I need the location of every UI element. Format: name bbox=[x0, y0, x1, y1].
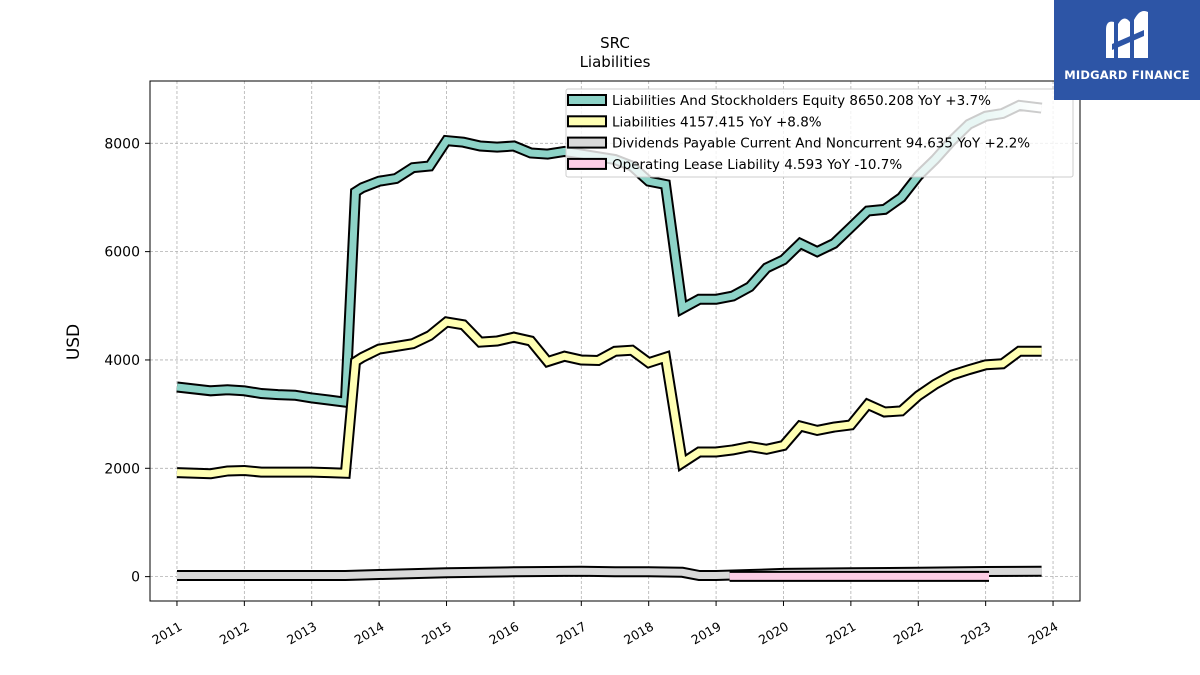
legend-label: Liabilities 4157.415 YoY +8.8% bbox=[612, 114, 822, 130]
legend-swatch bbox=[567, 94, 607, 106]
y-tick-label: 0 bbox=[131, 570, 140, 586]
y-tick-label: 2000 bbox=[104, 461, 140, 477]
x-tick-label: 2022 bbox=[891, 619, 926, 648]
x-tick-label: 2013 bbox=[284, 619, 319, 648]
legend-swatch bbox=[567, 136, 607, 149]
x-tick-label: 2023 bbox=[958, 619, 993, 648]
x-tick-label: 2024 bbox=[1025, 619, 1060, 648]
logo-text: MIDGARD FINANCE bbox=[1064, 68, 1190, 82]
x-tick-label: 2017 bbox=[554, 619, 589, 648]
x-tick-label: 2019 bbox=[689, 619, 724, 648]
y-tick-label: 4000 bbox=[104, 353, 140, 369]
y-tick-label: 6000 bbox=[104, 245, 140, 261]
chart-subtitle: Liabilities bbox=[580, 53, 651, 71]
legend-box bbox=[565, 88, 1074, 178]
x-tick-label: 2020 bbox=[756, 619, 791, 648]
x-tick-label: 2018 bbox=[621, 619, 656, 648]
x-tick-label: 2011 bbox=[149, 619, 184, 648]
legend-label: Dividends Payable Current And Noncurrent… bbox=[612, 136, 1030, 152]
midgard-finance-logo: MIDGARD FINANCE bbox=[1054, 0, 1200, 100]
plot-frame bbox=[149, 80, 1081, 602]
legend-swatch bbox=[567, 157, 607, 170]
x-tick-label: 2015 bbox=[419, 619, 454, 648]
x-tick-label: 2016 bbox=[486, 619, 521, 648]
y-tick-label: 8000 bbox=[104, 136, 140, 152]
x-tick-label: 2014 bbox=[352, 619, 387, 648]
chart-title: SRC bbox=[600, 34, 630, 52]
y-axis-label: USD bbox=[64, 324, 84, 360]
midgard-logo-icon bbox=[1106, 11, 1148, 59]
series-line bbox=[176, 318, 1042, 478]
legend-swatch bbox=[567, 115, 607, 128]
x-tick-label: 2012 bbox=[217, 619, 252, 648]
legend: Liabilities And Stockholders Equity 8650… bbox=[565, 88, 1074, 178]
legend-label: Liabilities And Stockholders Equity 8650… bbox=[612, 93, 991, 109]
legend-label: Operating Lease Liability 4.593 YoY -10.… bbox=[612, 157, 902, 173]
x-tick-label: 2021 bbox=[823, 619, 858, 648]
